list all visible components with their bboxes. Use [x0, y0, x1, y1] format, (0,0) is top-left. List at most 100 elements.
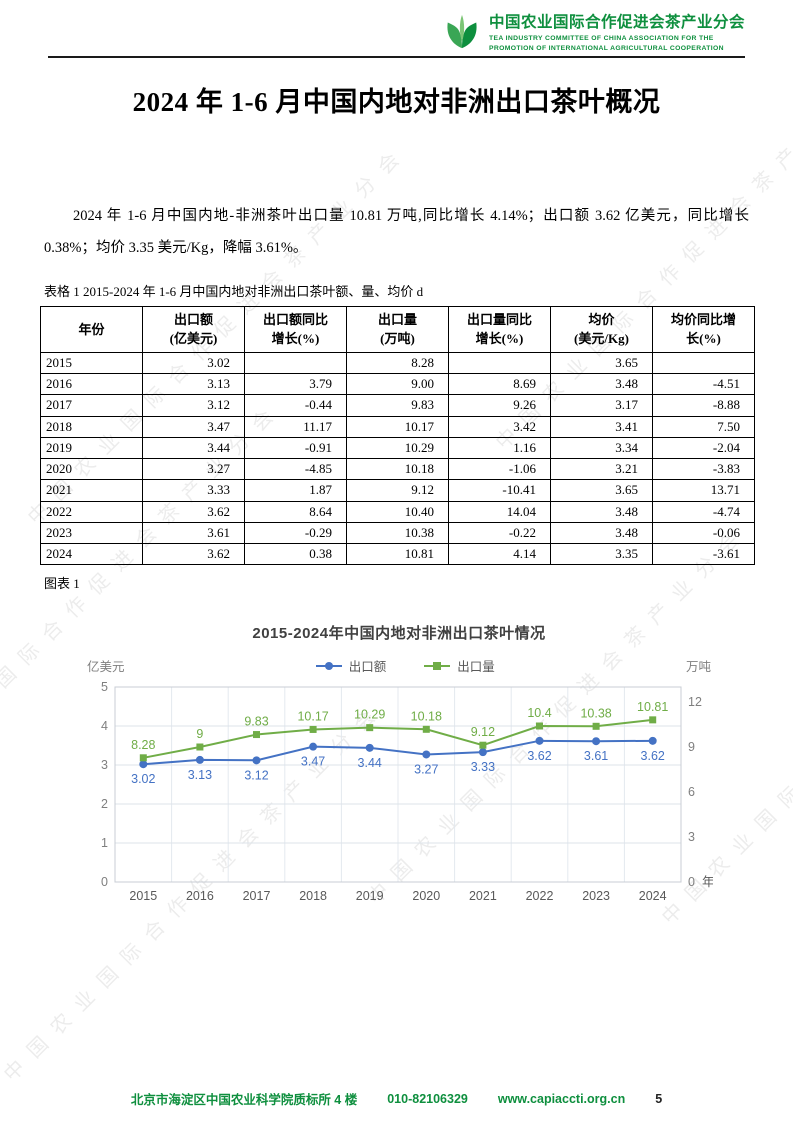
series-line — [143, 719, 653, 760]
svg-text:3: 3 — [688, 830, 695, 844]
year-cell: 2016 — [40, 373, 143, 396]
column-header: 出口额 (亿美元) — [142, 305, 245, 353]
table-row: 2020 3.27 -4.85 10.18 -1.06 3.21 -3.83 — [40, 458, 755, 481]
value-cell: 3.02 — [142, 351, 245, 375]
table-caption: 表格 1 2015-2024 年 1-6 月中国内地对非洲出口茶叶额、量、均价 … — [44, 283, 424, 299]
page-header: 中国农业国际合作促进会茶产业分会 TEA INDUSTRY COMMITTEE … — [0, 0, 793, 59]
table-row: 2019 3.44 -0.91 10.29 1.16 3.34 -2.04 — [40, 436, 755, 460]
column-header: 均价 (美元/Kg) — [550, 305, 653, 353]
value-cell: 3.21 — [550, 458, 653, 481]
svg-text:2018: 2018 — [299, 889, 327, 903]
data-point-marker — [252, 756, 261, 765]
org-name-block: 中国农业国际合作促进会茶产业分会 TEA INDUSTRY COMMITTEE … — [489, 10, 745, 53]
column-header: 均价同比增 长(%) — [652, 305, 755, 353]
value-cell: -3.83 — [652, 458, 755, 481]
value-cell: 4.14 — [448, 543, 551, 566]
value-cell: 3.42 — [448, 415, 551, 438]
svg-text:2023: 2023 — [582, 889, 610, 903]
org-name-english: TEA INDUSTRY COMMITTEE OF CHINA ASSOCIAT… — [489, 35, 724, 52]
year-cell: 2017 — [40, 394, 143, 417]
table-row: 2016 3.13 3.79 9.00 8.69 3.48 -4.51 — [40, 373, 755, 396]
data-point-marker — [648, 737, 657, 746]
data-point-label: 3.44 — [358, 756, 382, 770]
year-cell: 2021 — [40, 479, 143, 502]
figure-label: 图表 1 — [44, 576, 80, 592]
data-point-marker — [196, 743, 204, 751]
data-point-marker — [139, 754, 147, 762]
value-cell: 3.48 — [550, 500, 653, 523]
value-cell: 9.00 — [346, 373, 449, 396]
value-cell: 3.17 — [550, 394, 653, 417]
page-footer: 北京市海淀区中国农业科学院质标所 4 楼 010-82106329 www.ca… — [0, 1089, 793, 1108]
line-chart: 2015-2024年中国内地对非洲出口茶叶情况 亿美元 出口额 出口量 万吨 0 1… — [85, 622, 713, 919]
data-point-marker — [309, 742, 318, 751]
svg-text:0: 0 — [101, 875, 108, 889]
svg-text:2016: 2016 — [186, 889, 214, 903]
right-axis-unit-label: 万吨 — [685, 660, 711, 675]
legend-item: 出口量 — [424, 656, 495, 675]
data-point-label: 3.12 — [244, 769, 268, 783]
value-cell: -4.74 — [652, 500, 755, 523]
series-出口额: 3.02 3.13 3.12 3.47 3.44 3.27 3.33 3.62 3.61 3.62 — [131, 737, 665, 787]
data-point-marker — [479, 742, 487, 750]
data-point-marker — [253, 731, 260, 739]
table-row: 2024 3.62 0.38 10.81 4.14 3.35 -3.61 — [40, 543, 755, 566]
data-point-label: 9.12 — [471, 726, 495, 740]
data-point-marker — [365, 744, 374, 753]
value-cell: 3.61 — [142, 521, 245, 545]
footer-address: 北京市海淀区中国农业科学院质标所 4 楼 — [130, 1093, 358, 1107]
data-point-marker — [649, 716, 657, 724]
data-point-label: 3.62 — [527, 749, 551, 763]
year-cell: 2015 — [40, 351, 143, 375]
org-name-chinese: 中国农业国际合作促进会茶产业分会 — [489, 14, 746, 31]
data-point-label: 8.28 — [131, 738, 155, 752]
legend-item: 出口额 — [315, 656, 386, 675]
value-cell: -0.44 — [244, 394, 347, 417]
series-出口量: 8.28 9 9.83 10.17 10.29 10.18 9.12 10.4 10.38 10.… — [131, 700, 668, 762]
table-header-row: 年份 出口额 (亿美元) 出口额同比 增长(%) 出口量 (万吨) 出口量同比 增长(%… — [40, 305, 755, 353]
data-point-marker — [366, 724, 374, 732]
svg-text:9: 9 — [688, 740, 695, 754]
value-cell: 3.12 — [142, 394, 245, 417]
value-cell: -10.41 — [448, 479, 551, 502]
data-point-marker — [592, 737, 601, 746]
data-point-marker — [139, 760, 148, 769]
value-cell: 3.47 — [142, 415, 245, 438]
svg-text:6: 6 — [688, 785, 695, 799]
summary-paragraph: 2024 年 1-6 月中国内地-非洲茶叶出口量 10.81 万吨,同比增长 4… — [44, 208, 749, 256]
value-cell: -0.29 — [244, 521, 347, 545]
value-cell: -8.88 — [652, 394, 755, 417]
value-cell: 10.18 — [346, 458, 449, 481]
year-cell: 2018 — [40, 415, 143, 438]
x-axis-title: 年份 — [702, 875, 713, 889]
export-data-table: 年份 出口额 (亿美元) 出口额同比 增长(%) 出口量 (万吨) 出口量同比 增长(%… — [40, 305, 755, 566]
footer-website[interactable]: www.capiaccti.org.cn — [497, 1091, 626, 1106]
value-cell — [244, 351, 347, 375]
data-point-label: 10.18 — [411, 710, 442, 724]
value-cell: 3.44 — [142, 436, 245, 460]
value-cell: -4.51 — [652, 373, 755, 396]
value-cell: 3.65 — [550, 479, 653, 502]
column-header: 年份 — [40, 305, 143, 353]
value-cell: 1.16 — [448, 436, 551, 460]
table-row: 2018 3.47 11.17 10.17 3.42 3.41 7.50 — [40, 415, 755, 438]
data-point-label: 3.33 — [471, 760, 495, 774]
org-logo-leaf-icon — [447, 14, 477, 48]
data-point-label: 10.17 — [297, 710, 328, 724]
chart-legend: 出口额 出口量 — [315, 656, 495, 675]
value-cell: 11.17 — [244, 415, 347, 438]
value-cell: 7.50 — [652, 415, 755, 438]
value-cell: 8.64 — [244, 500, 347, 523]
data-point-marker — [309, 726, 317, 734]
left-axis-unit-label: 亿美元 — [87, 660, 125, 675]
svg-text:3: 3 — [101, 758, 108, 772]
value-cell: 3.48 — [550, 521, 653, 545]
data-point-label: 10.4 — [527, 706, 551, 720]
data-point-label: 10.29 — [354, 708, 385, 722]
value-cell: 14.04 — [448, 500, 551, 523]
series-line — [143, 740, 653, 766]
svg-text:2015: 2015 — [129, 889, 157, 903]
svg-text:12: 12 — [688, 695, 702, 709]
value-cell: -4.85 — [244, 458, 347, 481]
